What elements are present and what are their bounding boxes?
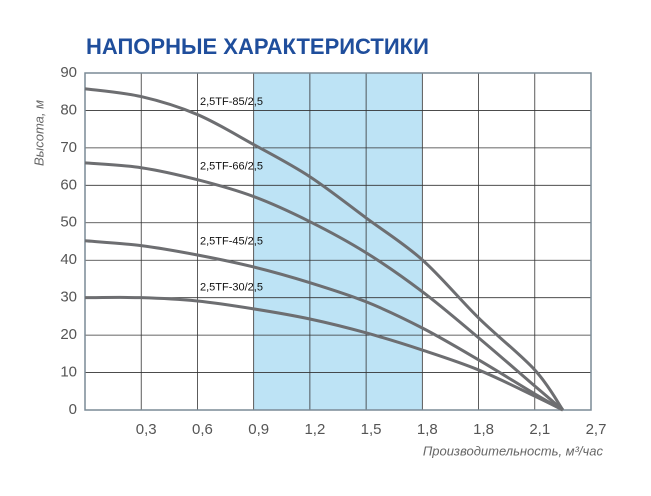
series-label: 2,5TF-85/2,5 [200,96,263,108]
y-tick-label: 10 [60,364,77,381]
x-axis-label: Производительность, м³/час [423,443,604,458]
x-tick-label: 1,8 [417,421,438,438]
series-line [84,295,564,412]
series-label: 2,5TF-45/2,5 [200,235,263,247]
series-line [84,239,564,412]
x-tick-label: 2,1 [529,421,550,438]
shaded-range [253,73,423,410]
x-tick-label: 0,9 [248,421,269,438]
y-tick-label: 80 [60,101,77,118]
series-label: 2,5TF-30/2,5 [200,281,263,293]
y-tick-label: 20 [60,326,77,343]
series-line [84,161,564,412]
y-tick-label: 50 [60,214,77,231]
x-tick-label: 0,3 [136,421,157,438]
y-tick-label: 90 [60,64,77,81]
y-tick-label: 40 [60,251,77,268]
series-line [84,87,565,411]
y-axis-label: Высота, м [31,100,46,166]
series-label: 2,5TF-66/2,5 [200,160,263,172]
y-tick-label: 60 [60,176,77,193]
y-tick-label: 30 [60,289,77,306]
y-tick-label: 0 [69,401,77,418]
x-tick-label: 1,8 [473,421,494,438]
x-tick-label: 1,2 [304,421,325,438]
y-tick-label: 70 [60,139,77,156]
x-tick-label: 2,7 [586,421,607,438]
chart-title: НАПОРНЫЕ ХАРАКТЕРИСТИКИ [86,34,429,59]
x-tick-label: 1,5 [361,421,382,438]
x-tick-label: 0,6 [192,421,213,438]
